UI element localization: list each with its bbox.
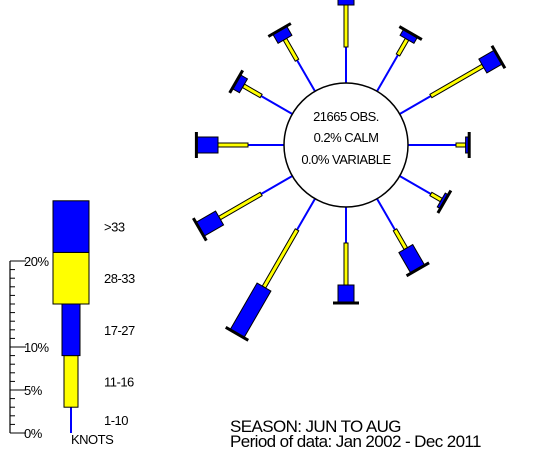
direction-arm-90 xyxy=(408,132,471,158)
legend-band-label: 28-33 xyxy=(104,271,135,286)
direction-arm-0 xyxy=(337,0,355,83)
direction-arm-150 xyxy=(376,198,430,278)
direction-arm-270 xyxy=(194,132,284,158)
direction-arm-60 xyxy=(399,44,507,115)
segment-240-11-16 xyxy=(217,191,263,221)
legend-band-17-27 xyxy=(61,303,81,357)
rose-plot xyxy=(192,0,507,342)
arm-end-cap-150 xyxy=(405,261,430,278)
segment-60-17-27 xyxy=(478,49,504,74)
segment-300-1-10 xyxy=(260,95,293,115)
direction-arm-300 xyxy=(228,69,293,115)
legend-band-label: 11-16 xyxy=(104,374,134,389)
legend-tick-label: 10% xyxy=(24,340,49,355)
legend-band-label: 1-10 xyxy=(104,413,128,428)
segment-60-11-16 xyxy=(429,63,485,99)
legend-band-11-16 xyxy=(63,355,79,408)
arm-end-cap-240 xyxy=(192,217,208,242)
direction-arm-330 xyxy=(267,22,316,92)
segment-0-17-27 xyxy=(337,0,355,6)
segment-210-11-16 xyxy=(261,228,300,289)
legend-unit-label: KNOTS xyxy=(71,432,114,447)
speed-legend: 0% 5% 10% 20% 1-10 11-16 17-27 28-33 >33 KNOTS xyxy=(9,200,136,447)
direction-arm-120 xyxy=(399,175,453,214)
observation-count: 21665 OBS. xyxy=(313,109,379,124)
segment-270-11-16 xyxy=(217,142,249,148)
arm-end-cap-120 xyxy=(436,189,453,214)
segment-240-1-10 xyxy=(260,175,293,195)
segment-330-1-10 xyxy=(296,59,316,92)
legend-band-gt33 xyxy=(52,200,90,253)
segment-210-17-27 xyxy=(229,282,272,339)
legend-band-label: 17-27 xyxy=(104,323,135,338)
segment-90-11-16 xyxy=(455,142,467,148)
direction-arm-210 xyxy=(224,198,316,342)
segment-330-11-16 xyxy=(282,37,300,62)
calm-percentage: 0.2% CALM xyxy=(314,130,379,145)
legend-tick-label: 0% xyxy=(24,426,43,441)
segment-270-17-27 xyxy=(195,136,219,154)
legend-tick-label: 20% xyxy=(24,254,49,269)
legend-tick-label: 5% xyxy=(24,383,43,398)
segment-30-1-10 xyxy=(376,54,399,92)
variable-percentage: 0.0% VARIABLE xyxy=(301,152,391,167)
direction-arm-30 xyxy=(376,25,423,92)
arm-end-cap-60 xyxy=(490,44,507,70)
legend-band-label: >33 xyxy=(104,220,125,235)
segment-150-11-16 xyxy=(392,228,409,251)
arm-end-cap-300 xyxy=(228,69,244,94)
arm-end-cap-30 xyxy=(398,25,423,41)
direction-arm-180 xyxy=(333,207,359,305)
segment-180-17-27 xyxy=(337,284,355,304)
arm-end-cap-330 xyxy=(267,22,292,38)
segment-180-11-16 xyxy=(343,242,349,286)
legend-band-28-33 xyxy=(52,251,90,305)
season-label: SEASON: JUN TO AUG xyxy=(230,417,401,436)
segment-0-11-16 xyxy=(343,4,349,48)
period-of-data-label: Period of data: Jan 2002 - Dec 2011 xyxy=(230,432,481,451)
segment-30-11-16 xyxy=(395,37,410,57)
segment-150-1-10 xyxy=(376,198,396,231)
direction-arm-240 xyxy=(192,175,293,242)
segment-300-11-16 xyxy=(241,83,263,99)
segment-120-1-10 xyxy=(399,175,432,195)
calm-circle xyxy=(283,82,409,208)
segment-210-1-10 xyxy=(296,198,316,231)
segment-60-1-10 xyxy=(399,95,432,115)
arm-end-cap-210 xyxy=(224,325,250,342)
segment-120-11-16 xyxy=(429,191,443,203)
